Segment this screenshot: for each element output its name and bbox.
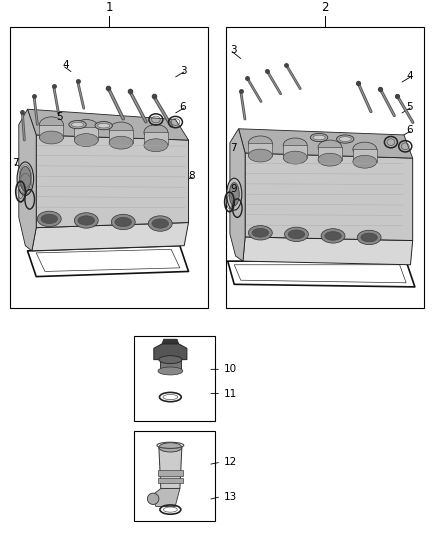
Ellipse shape (144, 125, 168, 140)
Ellipse shape (353, 155, 377, 168)
Ellipse shape (229, 183, 239, 206)
Ellipse shape (109, 136, 133, 149)
Polygon shape (32, 222, 188, 251)
Polygon shape (248, 143, 272, 156)
Ellipse shape (109, 122, 133, 138)
Ellipse shape (283, 151, 307, 164)
Polygon shape (245, 153, 413, 240)
Bar (134, 431, 215, 521)
Ellipse shape (17, 162, 34, 196)
Ellipse shape (311, 133, 328, 142)
Ellipse shape (283, 138, 307, 152)
Ellipse shape (78, 216, 95, 225)
Text: 10: 10 (223, 365, 237, 374)
Ellipse shape (159, 356, 182, 364)
Polygon shape (151, 488, 180, 506)
Text: 9: 9 (230, 184, 237, 194)
Bar (10, 27, 208, 308)
Polygon shape (158, 471, 183, 475)
Ellipse shape (69, 120, 86, 129)
Text: 7: 7 (12, 158, 19, 168)
Ellipse shape (147, 493, 159, 504)
Ellipse shape (285, 227, 308, 241)
Polygon shape (36, 135, 188, 228)
Polygon shape (19, 109, 36, 251)
Bar (226, 27, 424, 308)
Ellipse shape (74, 213, 98, 228)
Ellipse shape (288, 230, 305, 239)
Polygon shape (230, 129, 245, 261)
Ellipse shape (98, 123, 110, 128)
Ellipse shape (41, 214, 57, 223)
Ellipse shape (336, 135, 354, 143)
Ellipse shape (353, 142, 377, 157)
Text: 5: 5 (406, 102, 413, 111)
Text: 4: 4 (62, 60, 69, 70)
Text: 7: 7 (230, 143, 237, 153)
Text: 6: 6 (406, 125, 413, 135)
Ellipse shape (339, 137, 351, 141)
Polygon shape (39, 125, 64, 138)
Polygon shape (154, 344, 187, 360)
Text: 2: 2 (321, 1, 328, 14)
Polygon shape (74, 127, 98, 140)
Polygon shape (353, 149, 377, 161)
Ellipse shape (313, 135, 325, 140)
Polygon shape (239, 129, 413, 158)
Polygon shape (109, 130, 133, 143)
Ellipse shape (74, 119, 98, 135)
Text: 13: 13 (223, 491, 237, 502)
Polygon shape (158, 478, 183, 483)
Ellipse shape (248, 136, 272, 150)
Polygon shape (159, 360, 181, 371)
Ellipse shape (159, 443, 182, 452)
Polygon shape (159, 447, 182, 488)
Text: 8: 8 (188, 171, 195, 181)
Text: 11: 11 (223, 389, 237, 399)
Text: 1: 1 (106, 1, 113, 14)
Ellipse shape (248, 149, 272, 162)
Text: 3: 3 (180, 66, 186, 76)
Ellipse shape (39, 131, 64, 144)
Polygon shape (318, 147, 342, 160)
Ellipse shape (248, 225, 272, 240)
Ellipse shape (115, 217, 131, 227)
Polygon shape (283, 145, 307, 158)
Ellipse shape (95, 122, 113, 130)
Text: 4: 4 (406, 71, 413, 80)
Text: 5: 5 (56, 112, 63, 122)
Bar (134, 336, 215, 421)
Ellipse shape (318, 140, 342, 155)
Ellipse shape (37, 211, 61, 227)
Ellipse shape (318, 153, 342, 166)
Ellipse shape (226, 178, 242, 210)
Polygon shape (162, 339, 179, 344)
Ellipse shape (357, 230, 381, 245)
Ellipse shape (252, 229, 268, 237)
Ellipse shape (71, 122, 84, 127)
Ellipse shape (361, 233, 378, 242)
Polygon shape (144, 132, 168, 145)
Ellipse shape (158, 367, 183, 375)
Ellipse shape (148, 216, 172, 231)
Ellipse shape (152, 219, 169, 228)
Ellipse shape (321, 229, 345, 243)
Ellipse shape (325, 231, 341, 240)
Ellipse shape (74, 134, 98, 147)
Ellipse shape (20, 166, 31, 191)
Text: 3: 3 (230, 45, 237, 55)
Polygon shape (243, 237, 413, 265)
Ellipse shape (144, 139, 168, 152)
Text: 12: 12 (223, 457, 237, 467)
Text: 6: 6 (180, 102, 186, 111)
Ellipse shape (39, 117, 64, 132)
Ellipse shape (111, 214, 135, 230)
Polygon shape (28, 109, 188, 140)
